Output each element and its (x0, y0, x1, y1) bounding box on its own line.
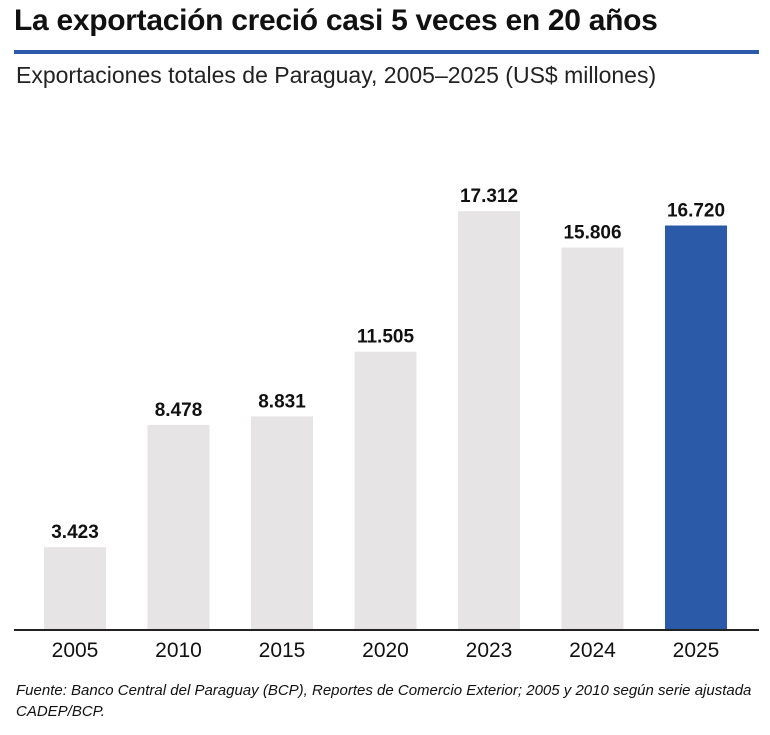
x-tick-label-2010: 2010 (155, 639, 202, 662)
x-tick-label-2020: 2020 (362, 639, 409, 662)
x-tick-label-2024: 2024 (569, 639, 616, 662)
value-label-2010: 8.478 (155, 400, 203, 421)
bar-2005 (44, 547, 106, 630)
bar-2023 (458, 211, 520, 630)
chart-title: La exportación creció casi 5 veces en 20… (14, 4, 658, 37)
bar-chart: 3.423 2005 8.478 2010 8.831 2015 11.505 2020 17.… (14, 186, 759, 662)
value-label-2015: 8.831 (258, 391, 306, 412)
bar-2025 (665, 225, 727, 630)
value-label-2020: 11.505 (357, 327, 414, 348)
x-tick-label-2015: 2015 (259, 639, 306, 662)
value-label-2023: 17.312 (460, 186, 518, 207)
bar-2015 (251, 416, 313, 630)
value-label-2005: 3.423 (51, 522, 99, 543)
x-tick-label-2005: 2005 (52, 639, 99, 662)
x-tick-label-2025: 2025 (673, 639, 720, 662)
title-rule (14, 50, 759, 54)
value-label-2024: 15.806 (563, 223, 621, 244)
bar-2020 (354, 351, 417, 630)
source-note: Fuente: Banco Central del Paraguay (BCP)… (16, 682, 752, 720)
x-tick-label-2023: 2023 (466, 639, 513, 662)
bar-2010 (147, 424, 210, 630)
value-label-2025: 16.720 (667, 201, 725, 222)
bar-2024 (561, 247, 624, 630)
chart-subtitle: Exportaciones totales de Paraguay, 2005–… (16, 62, 657, 88)
